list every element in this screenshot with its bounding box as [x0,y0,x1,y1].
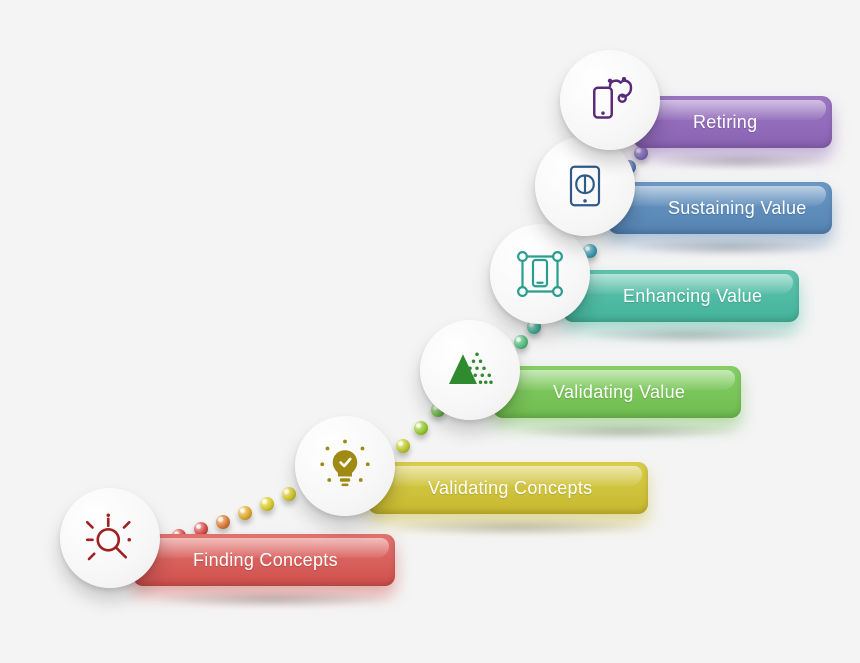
bead [216,515,230,529]
pill-label: Retiring [693,112,757,133]
lightbulb-check-icon [317,438,373,494]
infographic-staircase: Finding Concepts Validating Concepts [0,0,860,663]
bead [260,497,274,511]
pill-shadow [625,238,833,256]
disc-validating-concepts [295,416,395,516]
pill-shadow [150,590,396,608]
disc-validating-value [420,320,520,420]
disc-enhancing-value [490,224,590,324]
bead [396,439,410,453]
phone-stethoscope-icon [582,72,638,128]
bead [634,146,648,160]
pill-validating-value: Validating Value [493,366,741,418]
pill-validating-concepts: Validating Concepts [368,462,648,514]
pill-shadow [580,326,800,344]
pill-label: Finding Concepts [193,550,338,571]
pill-finding-concepts: Finding Concepts [133,534,395,586]
phone-network-icon [512,246,568,302]
pill-label: Enhancing Value [623,286,762,307]
pill-shadow [385,518,649,536]
disc-finding-concepts [60,488,160,588]
pill-sustaining-value: Sustaining Value [608,182,832,234]
tablet-leaf-icon [557,158,613,214]
bead [238,506,252,520]
pill-label: Sustaining Value [668,198,807,219]
pill-shadow [510,422,742,440]
pill-label: Validating Concepts [428,478,592,499]
pill-enhancing-value: Enhancing Value [563,270,799,322]
bead [282,487,296,501]
bead [514,335,528,349]
search-spark-icon [82,510,138,566]
bead [414,421,428,435]
disc-sustaining-value [535,136,635,236]
pill-label: Validating Value [553,382,685,403]
disc-retiring [560,50,660,150]
pill-shadow [650,152,834,170]
pill-retiring: Retiring [633,96,832,148]
triangle-dots-icon [442,342,498,398]
